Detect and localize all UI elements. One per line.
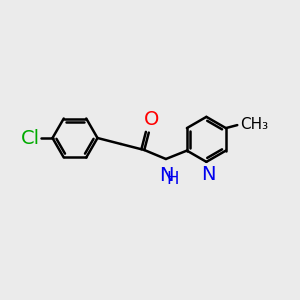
Text: O: O (143, 110, 159, 129)
Text: N: N (159, 166, 174, 184)
Text: N: N (201, 165, 215, 184)
Text: Cl: Cl (21, 128, 40, 148)
Text: H: H (166, 170, 179, 188)
Text: CH₃: CH₃ (240, 117, 268, 132)
